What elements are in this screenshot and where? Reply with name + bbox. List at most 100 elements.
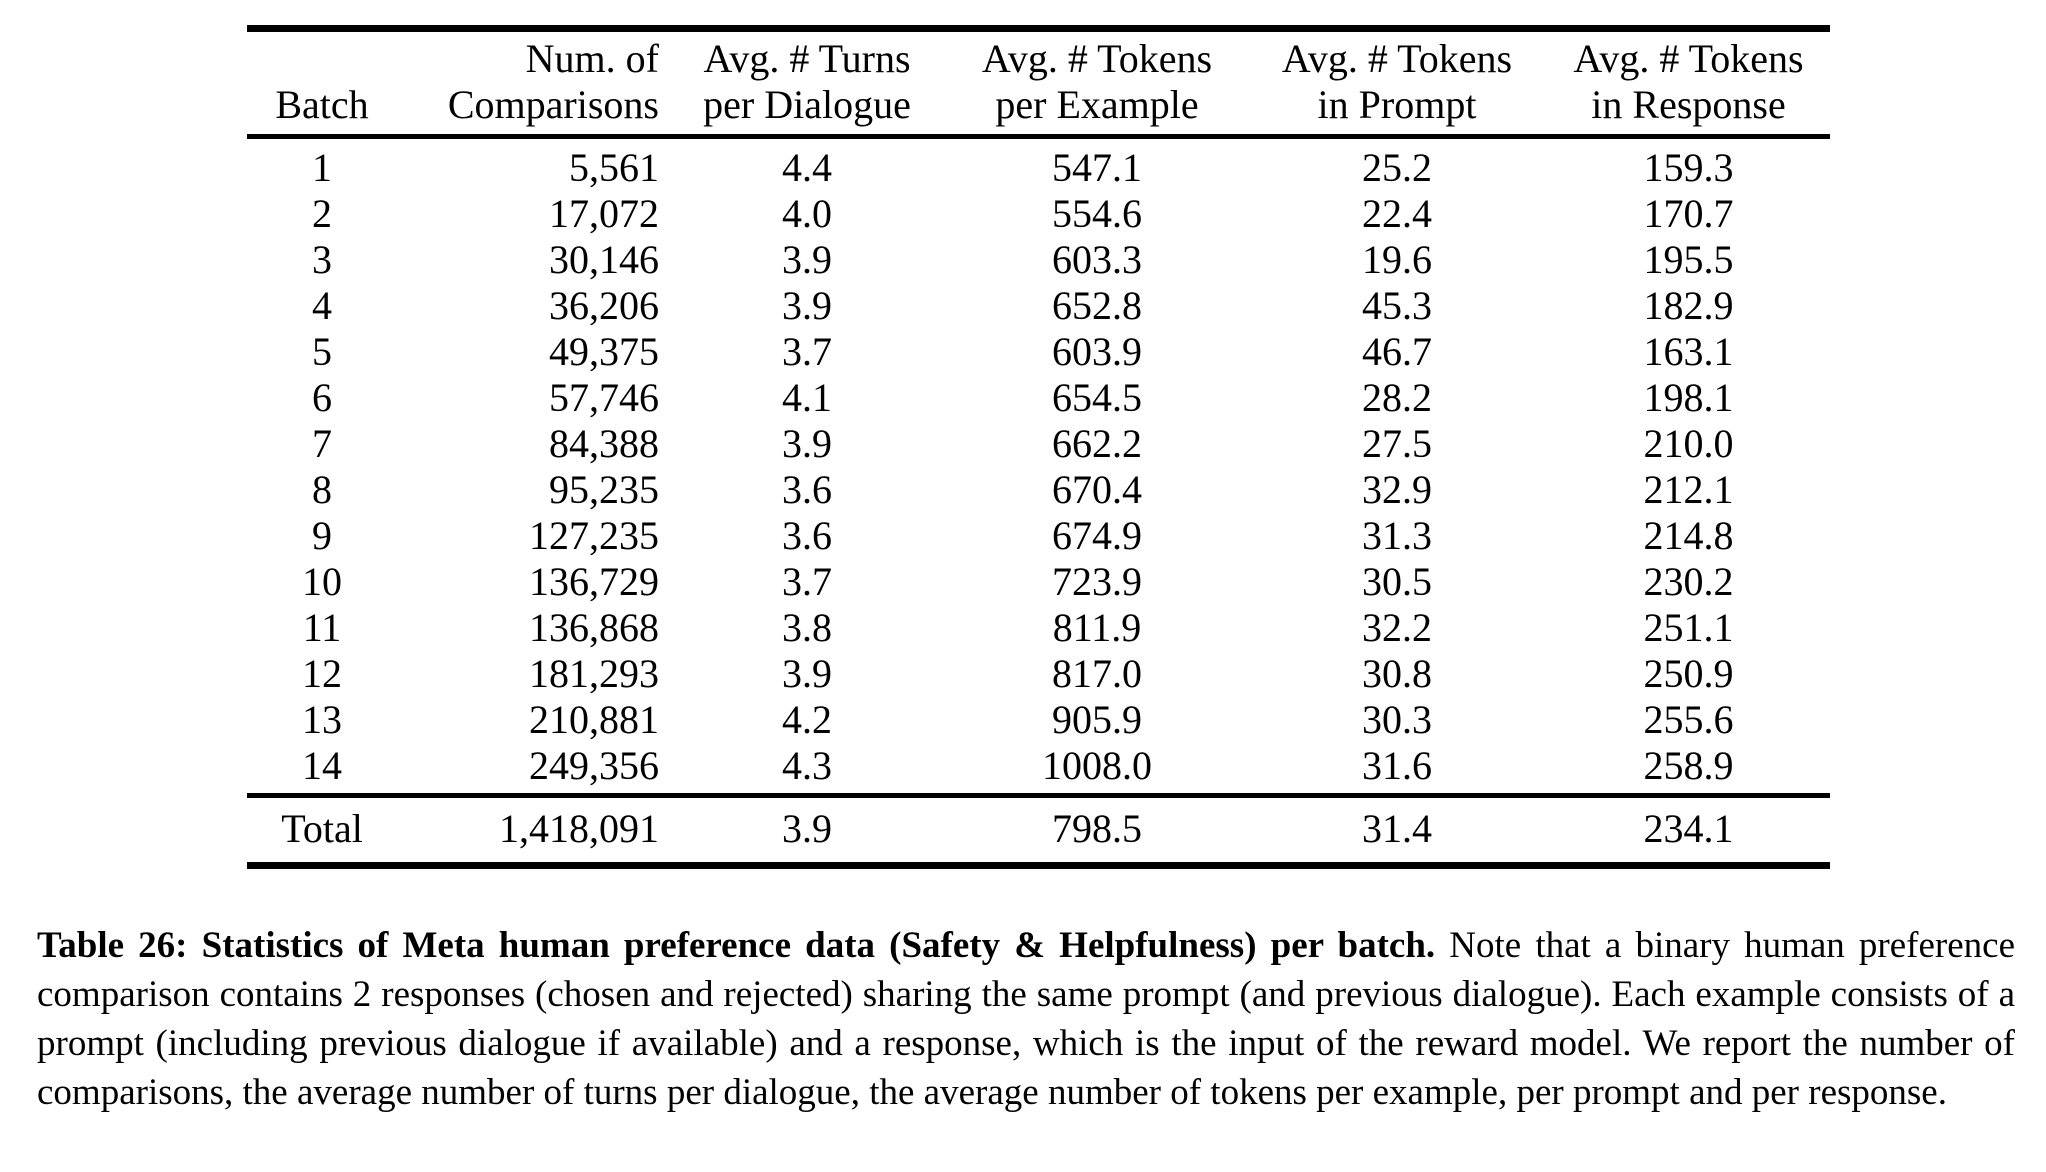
table-row-value: 603.3 <box>1052 237 1142 282</box>
table-row-value: 817.0 <box>1052 651 1142 696</box>
table-row-value: 3.9 <box>782 421 832 466</box>
table-row-label: 11 <box>302 605 342 650</box>
table-row-value: 258.9 <box>1643 743 1734 788</box>
total-row-value: 234.1 <box>1643 806 1734 851</box>
table-row-value: 210,881 <box>529 697 659 742</box>
total-row-value: 3.9 <box>782 806 832 851</box>
table-row-value: 36,206 <box>549 283 659 328</box>
table-row-value: 547.1 <box>1052 145 1142 190</box>
table-row-label: 2 <box>312 191 332 236</box>
table-total-container: Total 1,418,091 3.9 798.5 31.4 234.1 <box>247 798 1830 862</box>
table-row-value: 182.9 <box>1643 283 1734 328</box>
table-row-value: 4.0 <box>782 191 832 236</box>
table-row-value: 30,146 <box>549 237 659 282</box>
table-bottom-rule <box>247 862 1830 869</box>
total-row-value: 31.4 <box>1362 806 1432 851</box>
table-row-label: 8 <box>312 467 332 512</box>
table-row-value: 17,072 <box>549 191 659 236</box>
table-total-rule <box>247 793 1830 798</box>
table-row-value: 127,235 <box>529 513 659 558</box>
table-row-value: 251.1 <box>1643 605 1734 650</box>
table-row-value: 652.8 <box>1052 283 1142 328</box>
table-top-rule <box>247 25 1830 32</box>
table-row-value: 22.4 <box>1362 191 1432 236</box>
table-row-value: 25.2 <box>1362 145 1432 190</box>
table-row-value: 554.6 <box>1052 191 1142 236</box>
table-row-value: 27.5 <box>1362 421 1432 466</box>
table-row-value: 3.8 <box>782 605 832 650</box>
col-header-line: per Example <box>995 82 1199 127</box>
table-body: 1 5,561 4.4 547.1 25.2 159.3 2 17,072 4.0 554.6 22… <box>247 139 1830 793</box>
col-header-line: Avg. # Tokens <box>981 36 1213 81</box>
col-header-avg-tokens-in-response: Avg. # Tokens in Response <box>1547 36 1830 128</box>
table-row-value: 1008.0 <box>1042 743 1152 788</box>
table-row: 3 30,146 3.9 603.3 19.6 195.5 <box>247 237 1830 283</box>
col-header-line: per Dialogue <box>703 82 911 127</box>
table-row-value: 811.9 <box>1052 605 1142 650</box>
col-header-line: Avg. # Tokens <box>1281 36 1513 81</box>
table-row-value: 230.2 <box>1643 559 1734 604</box>
table-row-value: 45.3 <box>1362 283 1432 328</box>
table-row-label: 12 <box>302 651 342 696</box>
table-row-value: 3.6 <box>782 513 832 558</box>
table-row-value: 57,746 <box>549 375 659 420</box>
col-header-num-comparisons: Num. of Comparisons <box>397 36 667 128</box>
table-row-value: 32.2 <box>1362 605 1432 650</box>
col-header-line: Avg. # Tokens <box>1573 36 1804 81</box>
table-header-rule <box>247 134 1830 139</box>
table-row-value: 30.3 <box>1362 697 1432 742</box>
table-row-value: 214.8 <box>1643 513 1734 558</box>
table-row-label: 3 <box>312 237 332 282</box>
table-row-label: 10 <box>302 559 342 604</box>
table-row: 9 127,235 3.6 674.9 31.3 214.8 <box>247 513 1830 559</box>
table-row-value: 210.0 <box>1643 421 1734 466</box>
table-row-value: 5,561 <box>569 145 659 190</box>
total-row-label: Total <box>281 806 363 851</box>
table-row-value: 84,388 <box>549 421 659 466</box>
table-row: 1 5,561 4.4 547.1 25.2 159.3 <box>247 145 1830 191</box>
total-row: Total 1,418,091 3.9 798.5 31.4 234.1 <box>247 806 1830 852</box>
table-row-value: 4.4 <box>782 145 832 190</box>
col-header-line <box>247 36 397 82</box>
caption-body: Note that a binary human preference comp… <box>37 925 2015 1113</box>
table-row-value: 163.1 <box>1643 329 1734 374</box>
col-header-avg-tokens-in-prompt: Avg. # Tokens in Prompt <box>1247 36 1547 128</box>
table-row: 2 17,072 4.0 554.6 22.4 170.7 <box>247 191 1830 237</box>
table-row: 12 181,293 3.9 817.0 30.8 250.9 <box>247 651 1830 697</box>
table-row: 11 136,868 3.8 811.9 32.2 251.1 <box>247 605 1830 651</box>
col-header-line: in Prompt <box>1317 82 1477 127</box>
table-caption: Table 26: Statistics of Meta human prefe… <box>37 921 2015 1117</box>
table-row: 4 36,206 3.9 652.8 45.3 182.9 <box>247 283 1830 329</box>
table-row-label: 14 <box>302 743 342 788</box>
caption-title: Table 26: Statistics of Meta human prefe… <box>37 925 1436 966</box>
table-row-value: 32.9 <box>1362 467 1432 512</box>
table-row-label: 9 <box>312 513 332 558</box>
table-row-value: 3.9 <box>782 651 832 696</box>
table-row-value: 3.6 <box>782 467 832 512</box>
table-row-value: 31.3 <box>1362 513 1432 558</box>
table-row: 6 57,746 4.1 654.5 28.2 198.1 <box>247 375 1830 421</box>
total-row-value: 1,418,091 <box>499 806 659 851</box>
table-row-value: 212.1 <box>1643 467 1734 512</box>
col-header-batch: Batch <box>247 36 397 128</box>
table-row-label: 7 <box>312 421 332 466</box>
table-row: 10 136,729 3.7 723.9 30.5 230.2 <box>247 559 1830 605</box>
table-row-value: 3.7 <box>782 329 832 374</box>
table-row-value: 46.7 <box>1362 329 1432 374</box>
table-row-value: 723.9 <box>1052 559 1142 604</box>
table-row-value: 3.7 <box>782 559 832 604</box>
table-row-value: 255.6 <box>1643 697 1734 742</box>
table-row-value: 4.2 <box>782 697 832 742</box>
col-header-avg-turns-per-dialogue: Avg. # Turns per Dialogue <box>667 36 947 128</box>
table-row-value: 250.9 <box>1643 651 1734 696</box>
table-row: 8 95,235 3.6 670.4 32.9 212.1 <box>247 467 1830 513</box>
table-row-label: 13 <box>302 697 342 742</box>
table-row-value: 28.2 <box>1362 375 1432 420</box>
col-header-line: Num. of <box>525 36 659 81</box>
col-header-line: in Response <box>1591 82 1786 127</box>
table-row-value: 195.5 <box>1643 237 1734 282</box>
table-row-value: 19.6 <box>1362 237 1432 282</box>
table-row-value: 3.9 <box>782 283 832 328</box>
col-header-line: Batch <box>275 82 369 127</box>
